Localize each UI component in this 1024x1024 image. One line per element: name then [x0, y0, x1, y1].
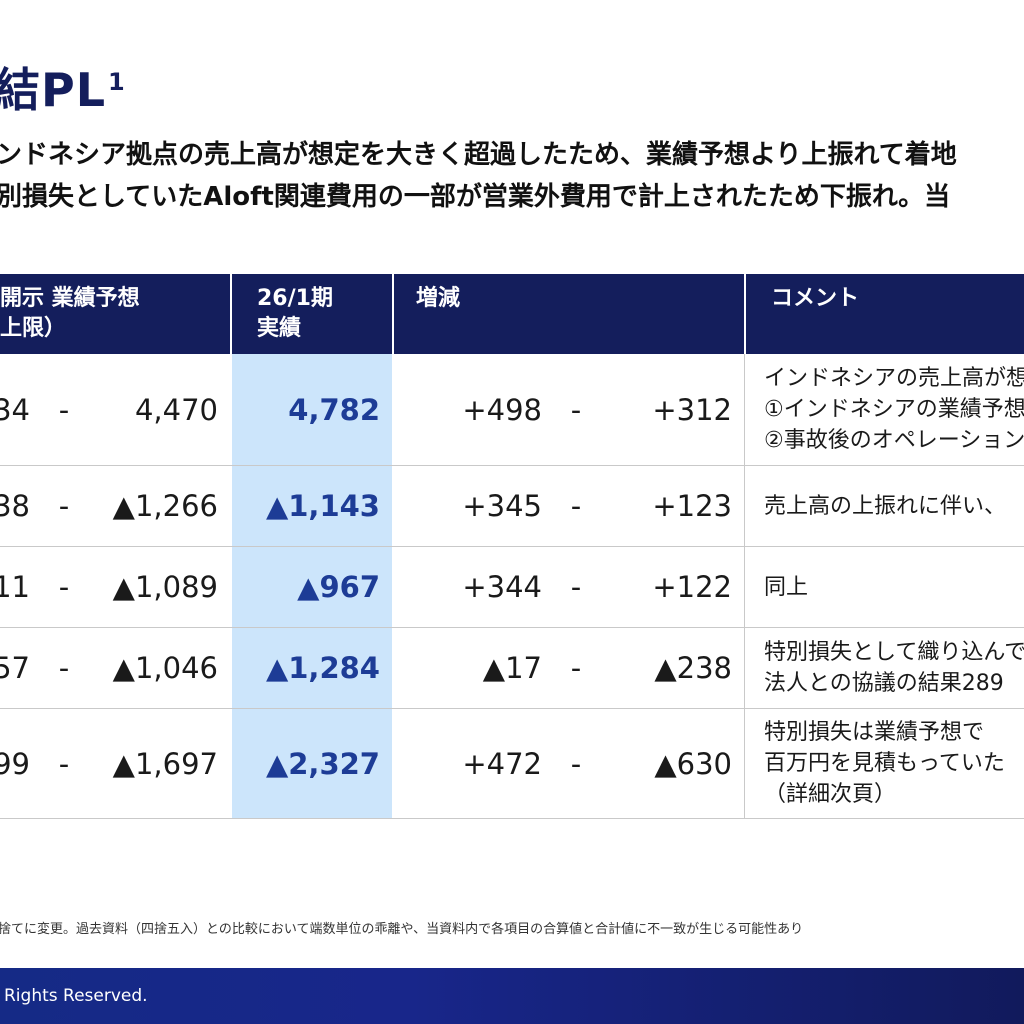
actual-value: ▲967: [297, 570, 380, 604]
range-dash: -: [570, 489, 582, 523]
comment-line: 売上高の上振れに伴い、: [764, 493, 1007, 519]
table-row: 99 - ▲1,697 ▲2,327 +472 - ▲630 特別損失は業績予想…: [0, 709, 1024, 819]
range-dash: -: [58, 651, 70, 685]
actual-column-bg: [232, 354, 392, 465]
forecast-low: 11: [0, 570, 30, 604]
comment-line: 法人との協議の結果289: [764, 671, 1004, 696]
range-dash: -: [570, 392, 582, 427]
table-row: 57 - ▲1,046 ▲1,284 ▲17 - ▲238 特別損失として織り込…: [0, 628, 1024, 709]
change-low: +344: [462, 570, 542, 604]
title-footnote-mark: 1: [108, 67, 126, 96]
table-row: 11 - ▲1,089 ▲967 +344 - +122 同上: [0, 547, 1024, 628]
header-actual-line2: 実績: [257, 316, 302, 341]
comment-line: （詳細次頁）: [764, 782, 897, 807]
comment-cell: 売上高の上振れに伴い、: [764, 466, 1024, 546]
range-dash: -: [570, 746, 582, 781]
change-high: +122: [652, 570, 732, 604]
footnote: 捨てに変更。過去資料（四捨五入）との比較において端数単位の乖離や、当資料内で各項…: [0, 922, 804, 937]
range-dash: -: [58, 746, 70, 781]
forecast-high: ▲1,266: [112, 489, 218, 523]
change-low: ▲17: [482, 651, 542, 685]
header-actual: 26/1期 実績: [232, 274, 392, 354]
range-dash: -: [58, 489, 70, 523]
comment-line: インドネシアの売上高が想: [764, 366, 1024, 391]
change-low: +345: [462, 489, 542, 523]
comment-cell: 特別損失は業績予想で 百万円を見積もっていた （詳細次頁）: [764, 709, 1024, 818]
comment-line: 特別損失は業績予想で: [764, 720, 985, 745]
range-dash: -: [58, 570, 70, 604]
column-divider: [744, 547, 745, 627]
header-forecast: 開示 業績予想 上限）: [0, 274, 230, 354]
forecast-low: 99: [0, 746, 30, 781]
comment-line: 特別損失として織り込んで: [764, 640, 1024, 665]
forecast-high: ▲1,697: [112, 746, 218, 781]
change-high: +123: [652, 489, 732, 523]
column-divider: [744, 354, 745, 465]
header-actual-line1: 26/1期: [257, 286, 333, 311]
change-low: +498: [462, 392, 542, 427]
header-forecast-line1: 開示 業績予想: [0, 286, 140, 311]
actual-column-bg: [232, 709, 392, 818]
actual-value: ▲2,327: [265, 746, 380, 781]
actual-column-bg: [232, 628, 392, 708]
forecast-high: ▲1,046: [112, 651, 218, 685]
column-divider: [744, 466, 745, 546]
forecast-high: 4,470: [134, 392, 218, 427]
comment-cell: インドネシアの売上高が想 ①インドネシアの業績予想 ②事故後のオペレーション: [764, 354, 1024, 465]
column-divider: [744, 628, 745, 708]
change-high: ▲238: [654, 651, 732, 685]
comment-line: 同上: [764, 574, 809, 600]
header-comment: コメント: [746, 274, 1024, 354]
actual-value: ▲1,284: [265, 651, 380, 685]
forecast-low: 57: [0, 651, 30, 685]
comment-cell: 特別損失として織り込んで 法人との協議の結果289: [764, 628, 1024, 708]
summary-bullet-1: ンドネシア拠点の売上高が想定を大きく超過したため、業績予想より上振れて着地: [0, 140, 957, 170]
change-high: +312: [652, 392, 732, 427]
forecast-low: 34: [0, 392, 30, 427]
page-title: 結PL1: [0, 54, 126, 120]
summary-bullet-2: 別損失としていたAloft関連費用の一部が営業外費用で計上されたため下振れ。当: [0, 182, 951, 212]
change-low: +472: [462, 746, 542, 781]
header-change: 増減: [394, 274, 744, 354]
range-dash: -: [570, 651, 582, 685]
forecast-high: ▲1,089: [112, 570, 218, 604]
table-row: 38 - ▲1,266 ▲1,143 +345 - +123 売上高の上振れに伴…: [0, 466, 1024, 547]
actual-column-bg: [232, 547, 392, 627]
header-forecast-line2: 上限）: [0, 316, 67, 341]
column-divider: [744, 709, 745, 818]
comment-line: 百万円を見積もっていた: [764, 751, 1005, 776]
actual-value: ▲1,143: [265, 489, 380, 523]
comment-cell: 同上: [764, 547, 1024, 627]
forecast-low: 38: [0, 489, 30, 523]
footer-bar: Rights Reserved.: [0, 968, 1024, 1024]
table-row: 34 - 4,470 4,782 +498 - +312 インドネシアの売上高が…: [0, 354, 1024, 466]
range-dash: -: [570, 570, 582, 604]
copyright-text: Rights Reserved.: [4, 986, 148, 1006]
actual-value: 4,782: [288, 392, 380, 427]
comment-line: ①インドネシアの業績予想: [764, 397, 1024, 422]
actual-column-bg: [232, 466, 392, 546]
change-high: ▲630: [654, 746, 732, 781]
comment-line: ②事故後のオペレーション: [764, 428, 1024, 453]
range-dash: -: [58, 392, 70, 427]
page-title-text: 結PL: [0, 63, 107, 117]
